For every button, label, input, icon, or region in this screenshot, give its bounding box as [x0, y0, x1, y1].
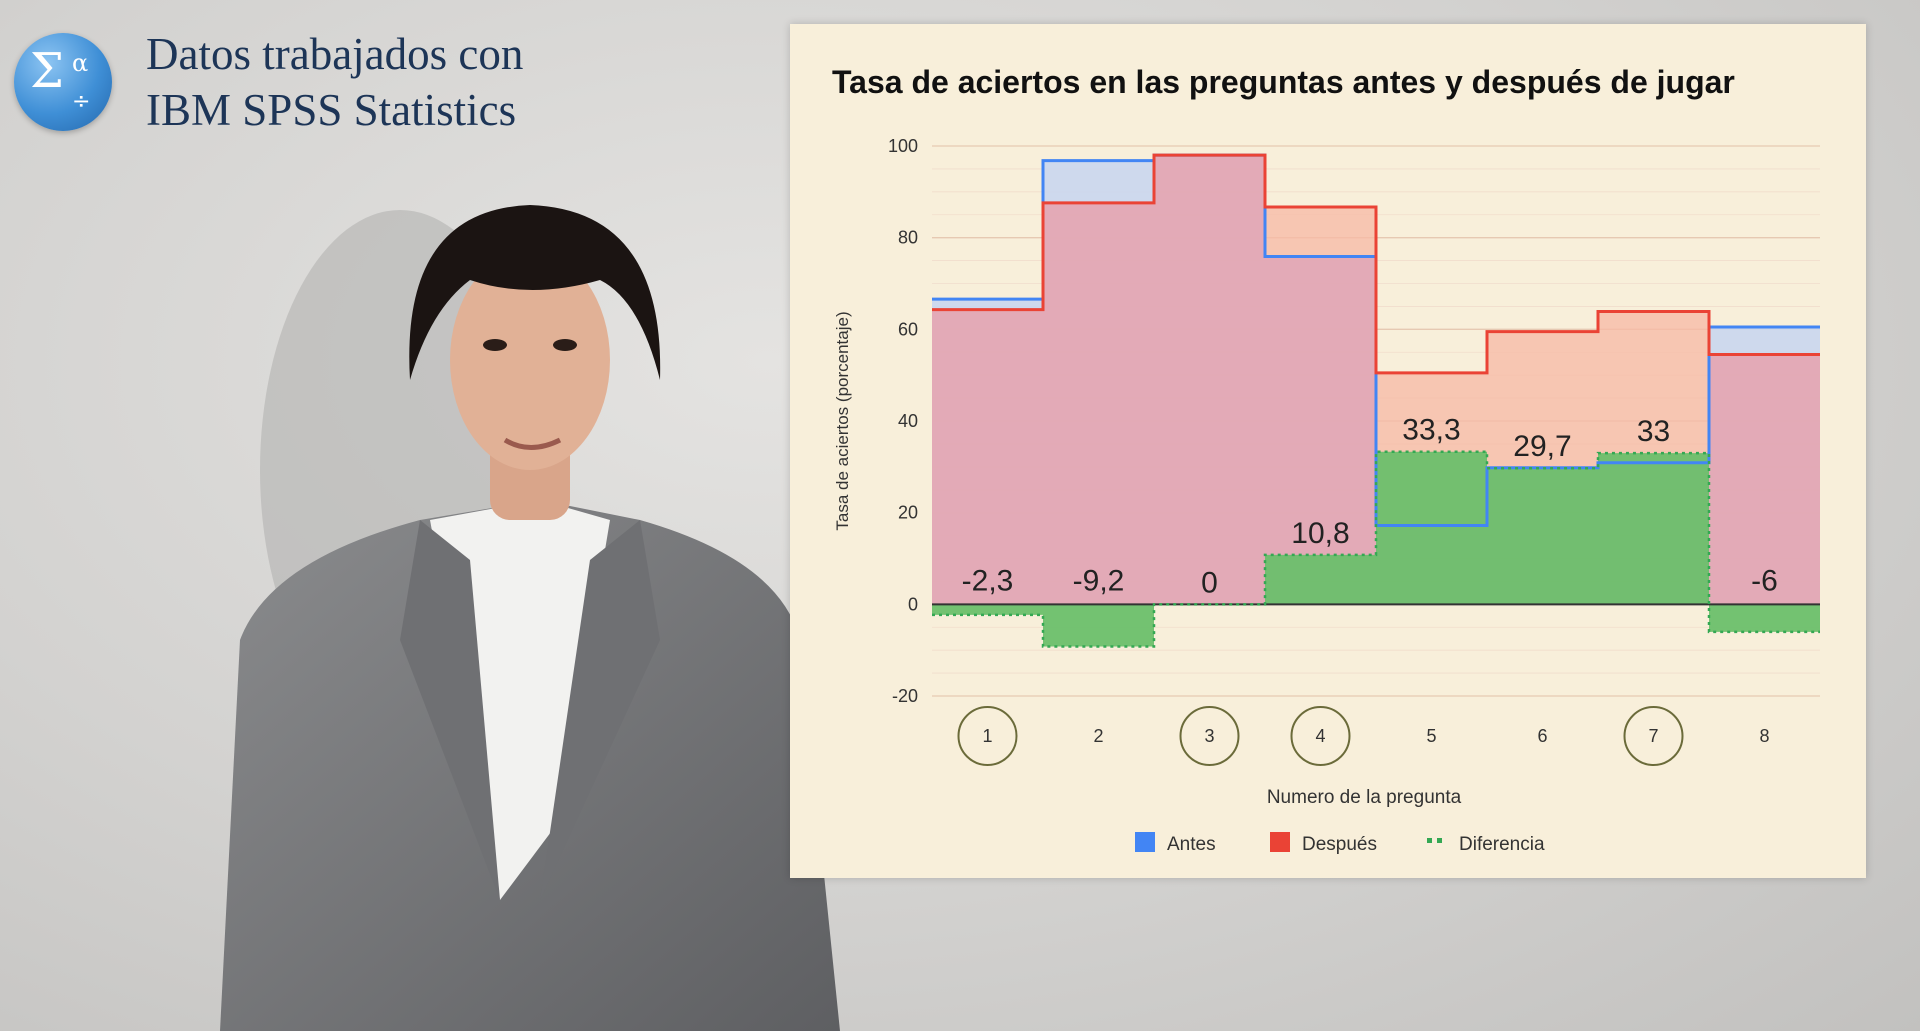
data-label: 33,3 — [1402, 414, 1460, 447]
legend-marker-después — [1270, 832, 1290, 852]
face — [450, 250, 610, 470]
eye-right — [553, 339, 577, 351]
y-tick-label: 80 — [898, 228, 918, 248]
data-label: -6 — [1751, 564, 1778, 597]
category-circle — [1290, 706, 1351, 766]
x-axis-title: Numero de la pregunta — [1267, 787, 1462, 808]
logo-line-1: Datos trabajados con — [146, 29, 524, 79]
category-circle — [1623, 706, 1684, 766]
legend-marker-diferencia — [1427, 838, 1432, 843]
chart-panel: Tasa de aciertos en las preguntas antes … — [790, 24, 1866, 878]
y-tick-label: -20 — [892, 686, 918, 706]
data-label: 29,7 — [1513, 430, 1571, 463]
x-tick-label: 2 — [1093, 726, 1103, 746]
legend-label: Antes — [1167, 834, 1216, 855]
line-diferencia — [932, 450, 1820, 648]
logo-text: Datos trabajados con IBM SPSS Statistics — [146, 26, 523, 138]
chart-title: Tasa de aciertos en las preguntas antes … — [832, 64, 1735, 100]
line-antes — [932, 153, 1820, 527]
data-label: -2,3 — [962, 564, 1014, 597]
presenter-photo — [220, 205, 840, 1031]
y-tick-label: 100 — [888, 136, 918, 156]
y-tick-label: 60 — [898, 319, 918, 339]
legend-marker-antes — [1135, 832, 1155, 852]
data-label: -9,2 — [1073, 564, 1125, 597]
category-circle — [957, 706, 1018, 766]
data-label: 10,8 — [1291, 517, 1349, 550]
eye-left — [483, 339, 507, 351]
data-label: 0 — [1201, 566, 1218, 599]
y-tick-label: 0 — [908, 594, 918, 614]
x-tick-label: 4 — [1315, 726, 1325, 746]
logo-line-2: IBM SPSS Statistics — [146, 85, 517, 135]
data-label: 33 — [1637, 415, 1670, 448]
line-despues — [932, 153, 1820, 375]
category-circle — [1179, 706, 1240, 766]
y-tick-label: 40 — [898, 411, 918, 431]
legend-label: Diferencia — [1459, 834, 1545, 855]
x-tick-label: 6 — [1537, 726, 1547, 746]
hair — [409, 205, 661, 380]
legend-marker-diferencia — [1437, 838, 1442, 843]
area-diferencia — [932, 451, 1820, 647]
chart-svg: -20 0 20 40 60 80 100 -2,3 -9,2 0 10,8 33,3 29,7 33 -6… — [833, 136, 1820, 855]
y-axis-title: Tasa de aciertos (porcentaje) — [833, 311, 852, 530]
x-tick-label: 1 — [982, 726, 992, 746]
mouth — [503, 437, 562, 450]
x-tick-label: 5 — [1426, 726, 1436, 746]
x-tick-label: 8 — [1759, 726, 1769, 746]
shirt — [430, 500, 610, 900]
legend-label: Después — [1302, 834, 1377, 855]
lapel-left — [400, 520, 500, 900]
x-tick-label: 7 — [1648, 726, 1658, 746]
y-tick-label: 20 — [898, 503, 918, 523]
lapel-right — [540, 520, 660, 900]
x-tick-label: 3 — [1204, 726, 1214, 746]
